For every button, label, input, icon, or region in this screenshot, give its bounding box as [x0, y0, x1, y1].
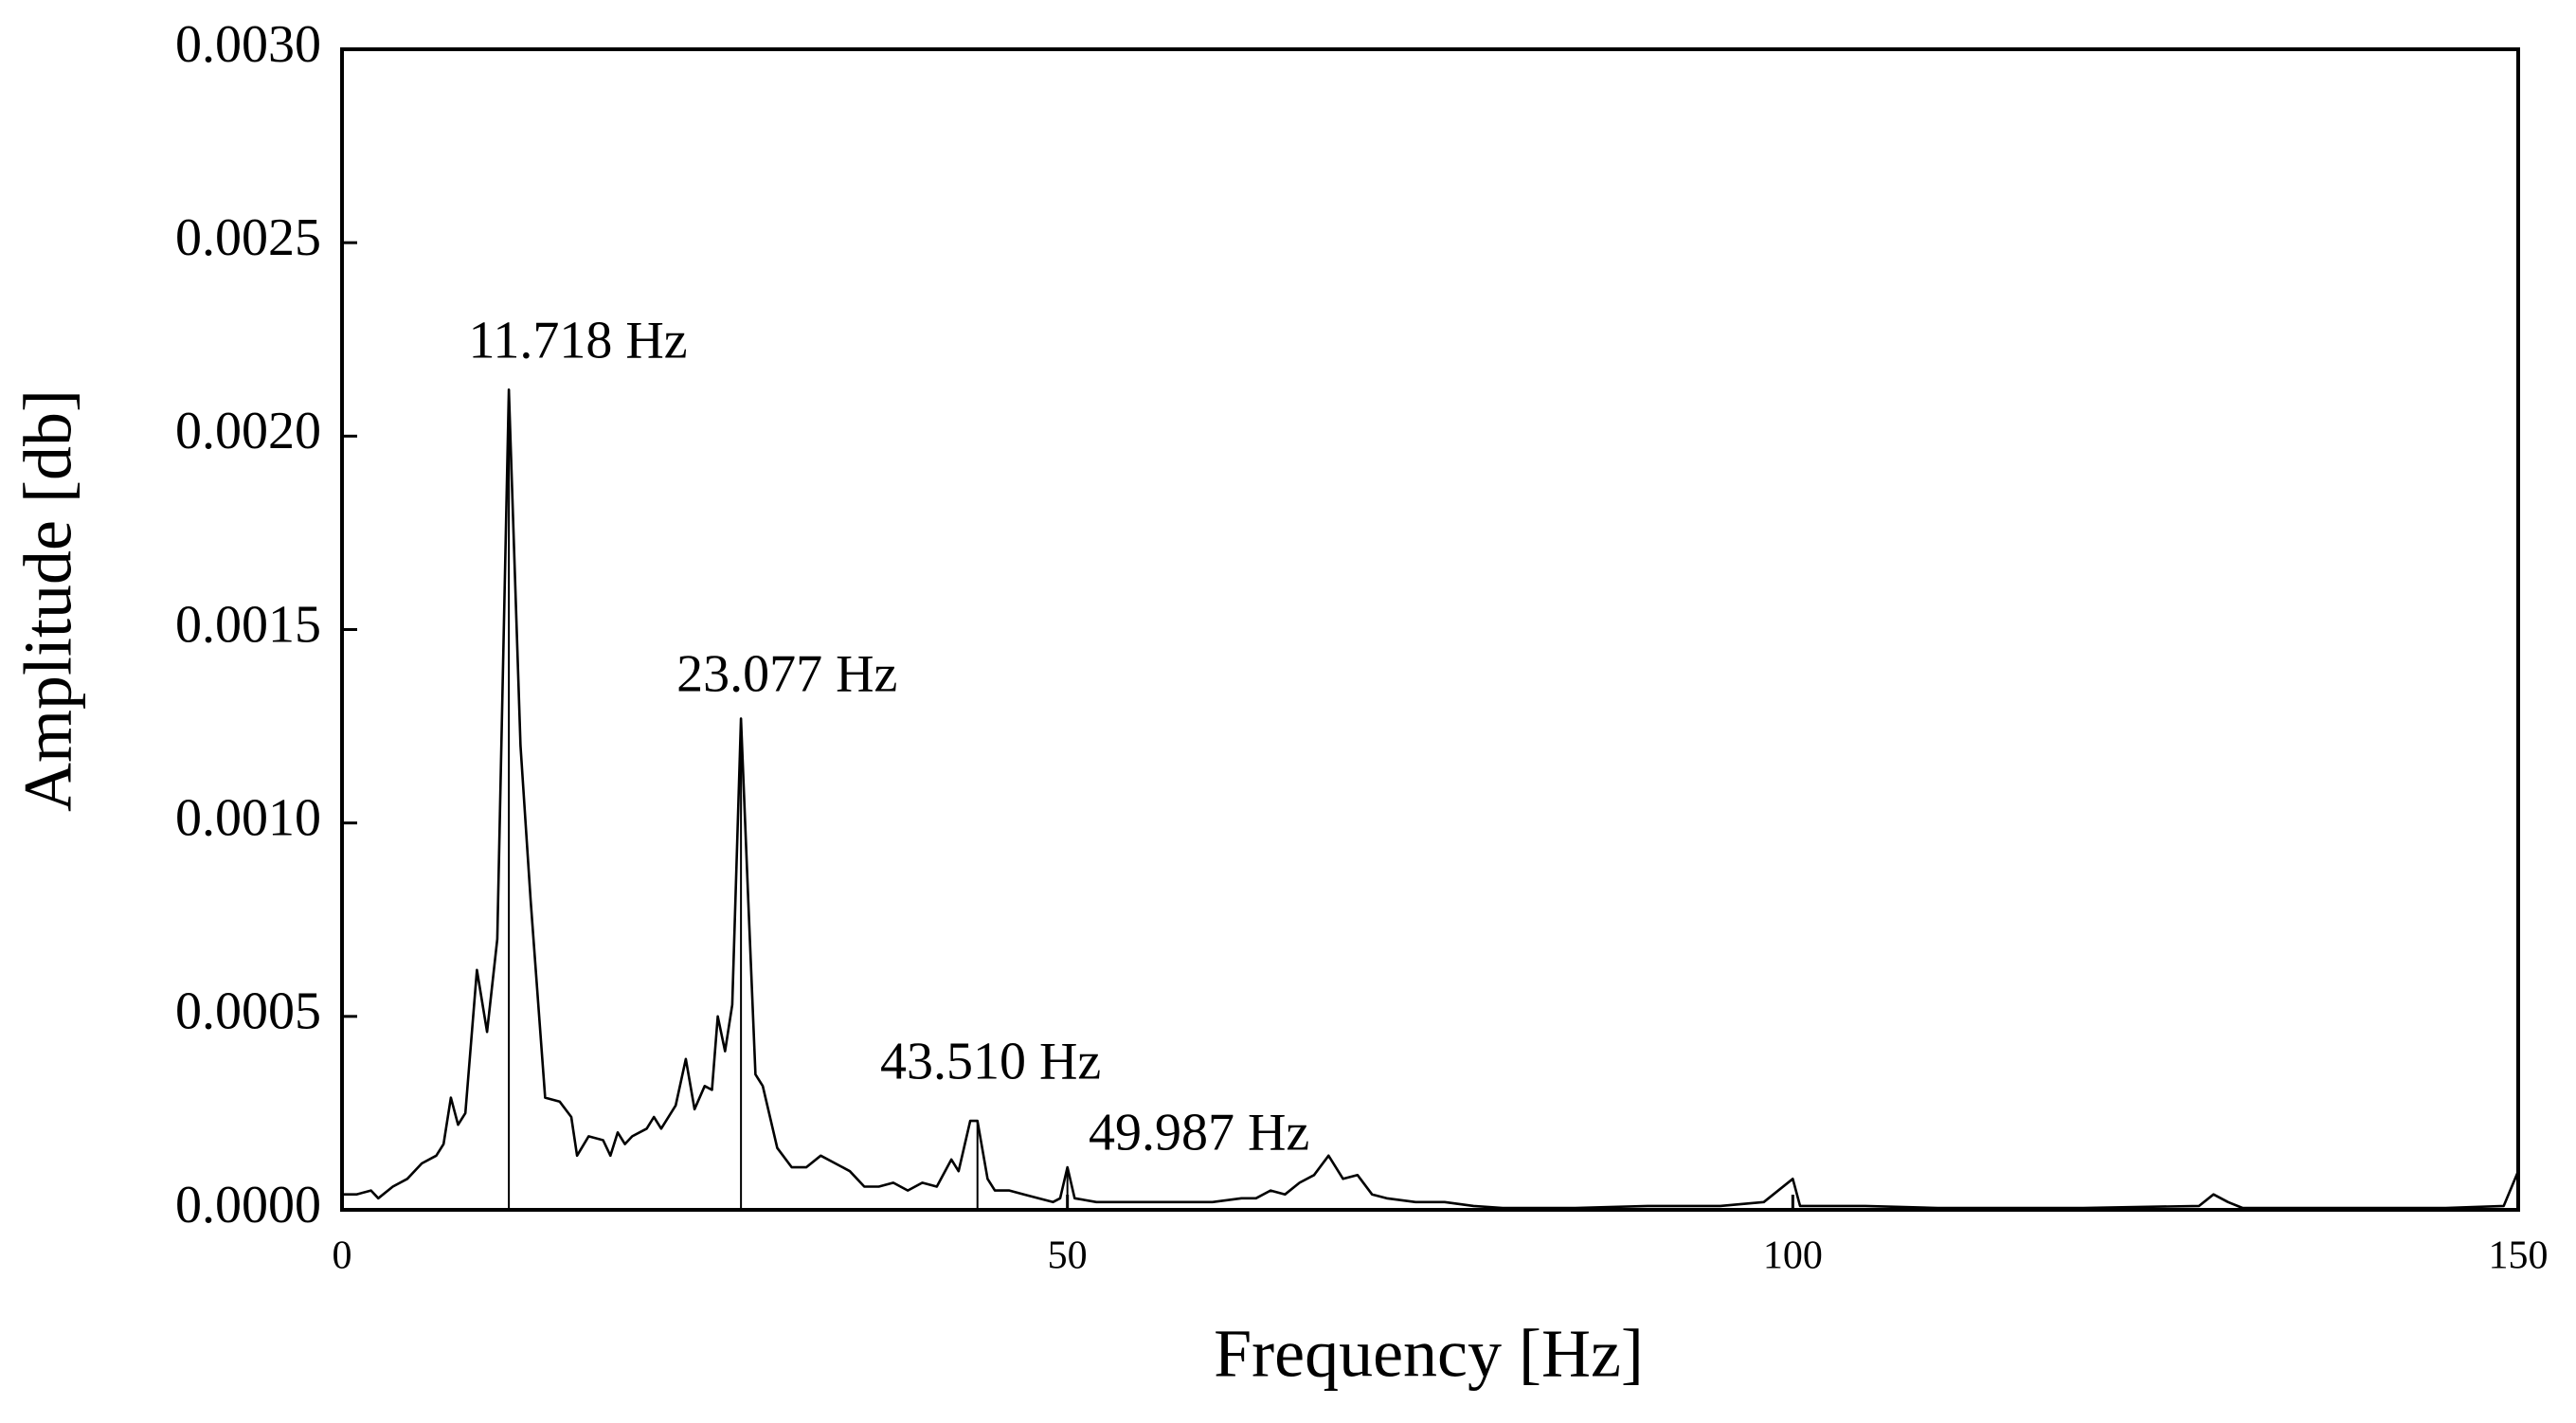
y-tick-label: 0.0010: [175, 789, 321, 848]
x-tick-label: 100: [1763, 1234, 1823, 1278]
x-tick-label: 50: [1048, 1234, 1088, 1278]
y-tick-label: 0.0020: [175, 402, 321, 460]
peak-annotation: 49.987 Hz: [1089, 1104, 1309, 1162]
plot-frame: [340, 47, 2520, 1212]
x-tick-label: 0: [333, 1234, 352, 1278]
x-tick-label: 150: [2489, 1234, 2549, 1278]
y-tick-label: 0.0030: [175, 15, 321, 74]
spectrum-line: [342, 388, 2520, 1210]
peak-annotation: 23.077 Hz: [676, 645, 897, 704]
y-tick-label: 0.0005: [175, 982, 321, 1041]
y-axis-label: Amplitude [db]: [10, 389, 86, 812]
y-tick-label: 0.0015: [175, 595, 321, 654]
peak-annotation: 43.510 Hz: [880, 1033, 1101, 1091]
y-tick-label: 0.0000: [175, 1176, 321, 1234]
y-tick-label: 0.0025: [175, 208, 321, 267]
x-axis-label: Frequency [Hz]: [1214, 1316, 1644, 1392]
peak-annotation: 11.718 Hz: [468, 311, 687, 369]
